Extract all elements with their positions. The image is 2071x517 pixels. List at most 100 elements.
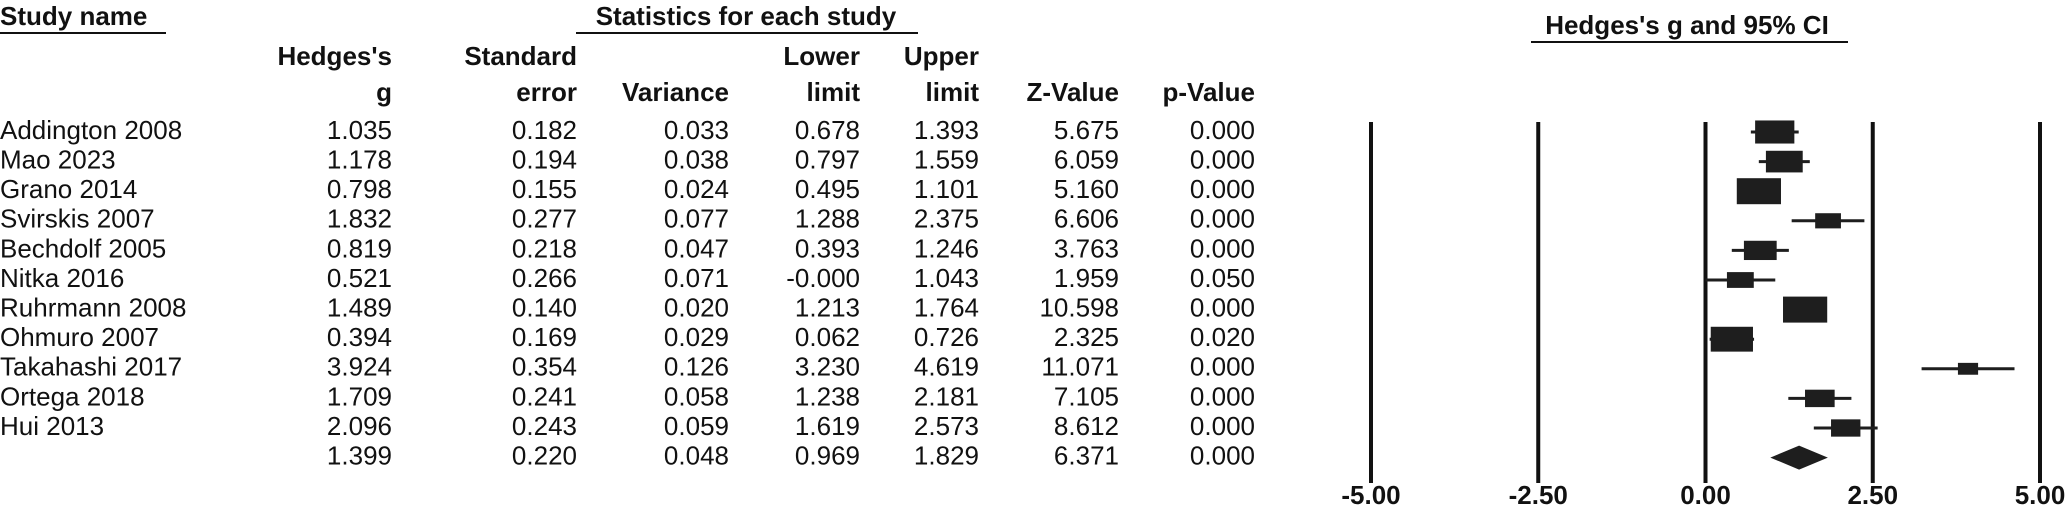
cell: 5.675: [1054, 115, 1119, 145]
effect-box: [1783, 296, 1828, 323]
study-header: Study name: [0, 1, 147, 31]
cell: 1.764: [914, 292, 979, 322]
x-tick-label: 5.00: [2015, 480, 2066, 510]
cell: 10.598: [1039, 292, 1119, 322]
cell: 3.230: [795, 352, 860, 382]
chart-title: Hedges's g and 95% CI: [1545, 10, 1829, 40]
cell: 6.059: [1054, 144, 1119, 174]
cell: 0.140: [512, 292, 577, 322]
cell: 1.213: [795, 292, 860, 322]
cell: 0.521: [327, 263, 392, 293]
cell: 0.266: [512, 263, 577, 293]
study-name: Ortega 2018: [0, 381, 145, 411]
cell: 0.169: [512, 322, 577, 352]
cell: 0.394: [327, 322, 392, 352]
effect-box: [1736, 178, 1781, 205]
cell: 1.393: [914, 115, 979, 145]
cell: 3.763: [1054, 233, 1119, 263]
cell: 0.000: [1190, 411, 1255, 441]
cell: 1.619: [795, 411, 860, 441]
cell: 0.126: [664, 352, 729, 382]
cell: 1.959: [1054, 263, 1119, 293]
summary-cell: 0.220: [512, 440, 577, 470]
cell: 0.000: [1190, 144, 1255, 174]
cell: 7.105: [1054, 381, 1119, 411]
effect-box: [1743, 240, 1777, 261]
summary-cell: 0.048: [664, 440, 729, 470]
cell: 0.155: [512, 174, 577, 204]
cell: 0.000: [1190, 352, 1255, 382]
cell: 2.181: [914, 381, 979, 411]
cell: 0.000: [1190, 381, 1255, 411]
summary-cell: 1.399: [327, 440, 392, 470]
summary-cell: 1.829: [914, 440, 979, 470]
cell: 1.043: [914, 263, 979, 293]
x-tick-label: -2.50: [1509, 480, 1568, 510]
cell: 1.101: [914, 174, 979, 204]
cell: 0.797: [795, 144, 860, 174]
x-tick-label: -5.00: [1341, 480, 1400, 510]
cell: -0.000: [786, 263, 860, 293]
effect-box: [1805, 389, 1835, 408]
cell: 0.243: [512, 411, 577, 441]
cell: 0.495: [795, 174, 860, 204]
column-header: Hedges's: [277, 41, 392, 71]
cell: 0.020: [1190, 322, 1255, 352]
cell: 0.726: [914, 322, 979, 352]
column-header: Upper: [904, 41, 979, 71]
cell: 5.160: [1054, 174, 1119, 204]
x-tick-label: 2.50: [1847, 480, 1898, 510]
cell: 1.035: [327, 115, 392, 145]
cell: 0.077: [664, 204, 729, 234]
column-header: p-Value: [1163, 77, 1255, 107]
cell: 0.029: [664, 322, 729, 352]
cell: 0.059: [664, 411, 729, 441]
cell: 0.038: [664, 144, 729, 174]
summary-cell: 6.371: [1054, 440, 1119, 470]
group-header: Statistics for each study: [596, 1, 897, 31]
x-tick-label: 0.00: [1680, 480, 1731, 510]
column-header: Z-Value: [1027, 77, 1119, 107]
cell: 0.393: [795, 233, 860, 263]
effect-box: [1755, 120, 1795, 144]
cell: 1.559: [914, 144, 979, 174]
cell: 1.489: [327, 292, 392, 322]
cell: 1.238: [795, 381, 860, 411]
cell: 0.047: [664, 233, 729, 263]
summary-diamond: [1770, 445, 1828, 470]
effect-box: [1765, 150, 1803, 173]
cell: 0.277: [512, 204, 577, 234]
cell: 0.000: [1190, 292, 1255, 322]
cell: 1.832: [327, 204, 392, 234]
cell: 1.709: [327, 381, 392, 411]
cell: 1.288: [795, 204, 860, 234]
study-name: Ohmuro 2007: [0, 322, 159, 352]
column-header: limit: [926, 77, 980, 107]
column-header: Standard: [464, 41, 577, 71]
effect-box: [1831, 419, 1861, 437]
cell: 2.325: [1054, 322, 1119, 352]
cell: 1.246: [914, 233, 979, 263]
cell: 3.924: [327, 352, 392, 382]
cell: 0.678: [795, 115, 860, 145]
cell: 4.619: [914, 352, 979, 382]
summary-cell: 0.000: [1190, 440, 1255, 470]
study-name: Svirskis 2007: [0, 204, 155, 234]
cell: 6.606: [1054, 204, 1119, 234]
study-name: Takahashi 2017: [0, 352, 182, 382]
cell: 2.573: [914, 411, 979, 441]
cell: 0.218: [512, 233, 577, 263]
cell: 0.024: [664, 174, 729, 204]
cell: 1.178: [327, 144, 392, 174]
cell: 0.050: [1190, 263, 1255, 293]
column-header: limit: [807, 77, 861, 107]
effect-box: [1815, 213, 1841, 229]
column-header: error: [516, 77, 577, 107]
study-name: Hui 2013: [0, 411, 104, 441]
cell: 0.020: [664, 292, 729, 322]
cell: 0.182: [512, 115, 577, 145]
cell: 0.000: [1190, 233, 1255, 263]
cell: 0.000: [1190, 174, 1255, 204]
cell: 0.354: [512, 352, 577, 382]
